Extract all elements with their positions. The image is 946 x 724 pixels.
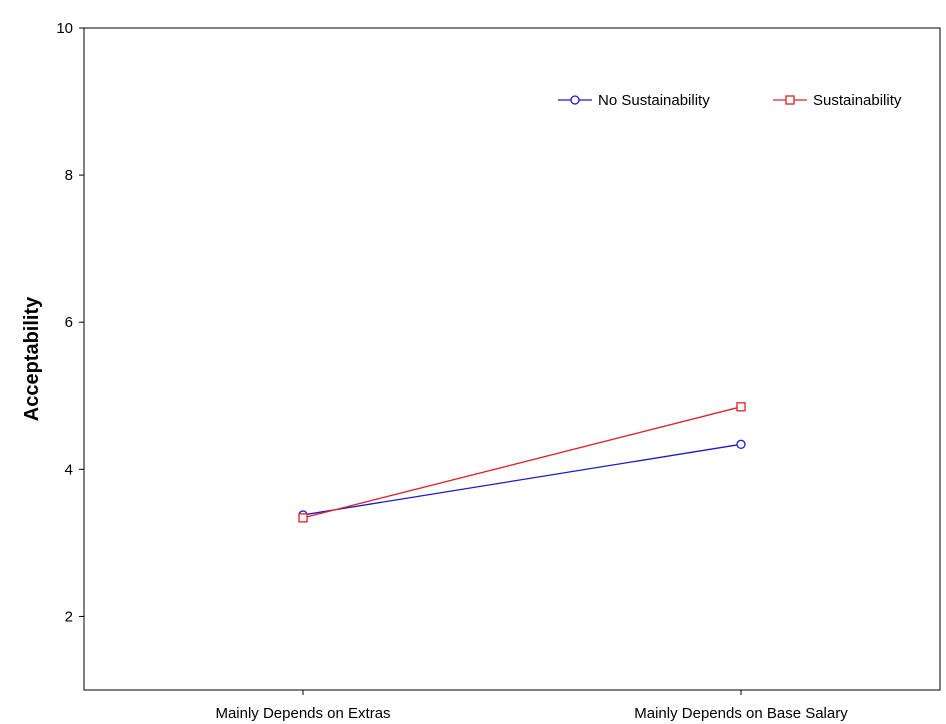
series-line [302, 443, 742, 516]
x-axis: Mainly Depends on Extras Mainly Depends o… [215, 690, 848, 722]
y-tick-label: 8 [65, 167, 73, 184]
legend-square-marker [785, 95, 795, 105]
legend-label: No Sustainability [598, 92, 710, 109]
legend: No Sustainability Sustainability [558, 92, 902, 109]
legend-item: No Sustainability [558, 92, 710, 109]
series-line [302, 406, 742, 519]
series-no-sustainability [298, 439, 746, 520]
data-point [736, 402, 746, 412]
y-tick-label: 2 [65, 608, 73, 625]
data-point [298, 513, 308, 523]
y-tick-label: 4 [65, 461, 73, 478]
y-tick-label: 6 [65, 314, 73, 331]
data-point [736, 439, 746, 449]
y-tick-label: 10 [56, 20, 73, 37]
legend-circle-marker [570, 95, 580, 105]
legend-label: Sustainability [813, 92, 902, 109]
plot-frame [83, 27, 941, 691]
x-category-label: Mainly Depends on Extras [215, 705, 390, 722]
x-category-label: Mainly Depends on Base Salary [634, 705, 848, 722]
series-sustainability [298, 402, 746, 523]
y-axis-label: Acceptability [21, 296, 43, 421]
y-axis: 2 4 6 8 10 [56, 20, 84, 625]
series-layer [298, 402, 746, 523]
legend-item: Sustainability [773, 92, 902, 109]
